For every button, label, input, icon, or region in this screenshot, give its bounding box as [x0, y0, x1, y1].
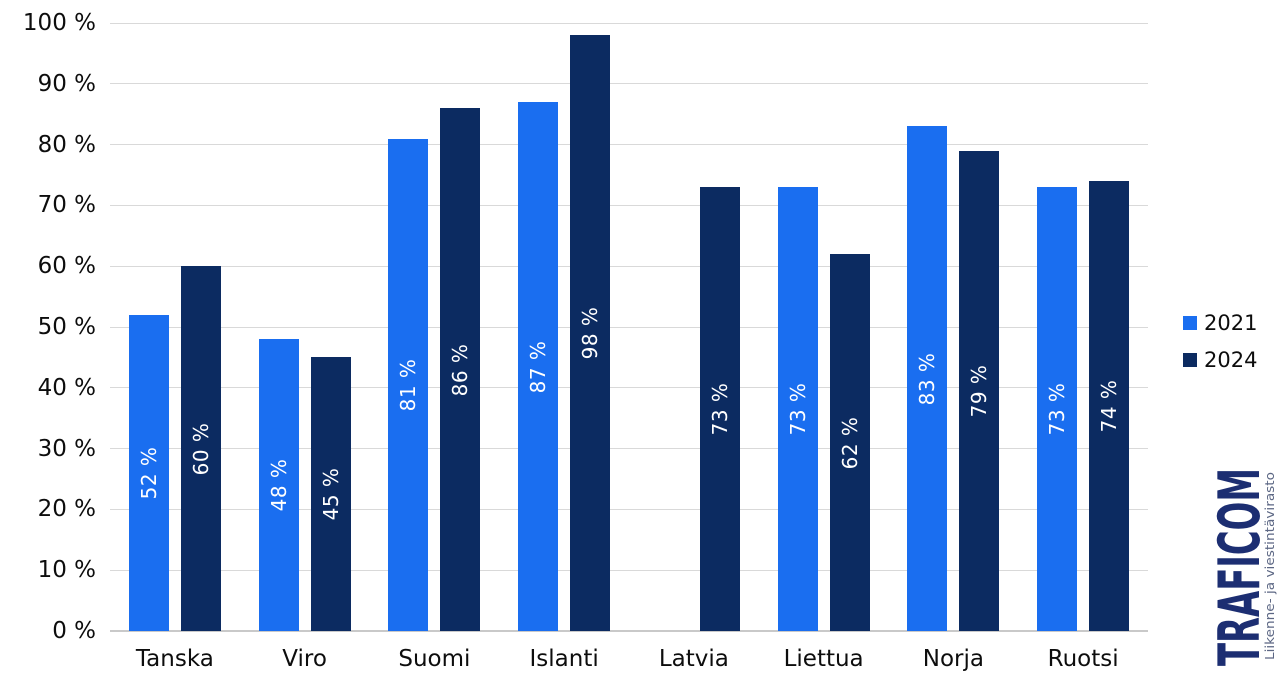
- x-axis-label-latvia: Latvia: [658, 646, 729, 672]
- bar-tanska-2024: [180, 266, 221, 631]
- x-axis-label-islanti: Islanti: [529, 646, 599, 672]
- gridline: [110, 326, 1148, 328]
- bar-value-label: 83 %: [915, 352, 940, 405]
- y-axis-tick-label: 30 %: [37, 435, 96, 462]
- x-axis-label-liettua: Liettua: [783, 646, 864, 672]
- gridline: [110, 387, 1148, 389]
- x-axis-label-norja: Norja: [922, 646, 984, 672]
- y-axis-tick-label: 60 %: [37, 253, 96, 280]
- bar-norja-2021: [907, 126, 948, 631]
- y-axis-tick-label: 0 %: [52, 618, 96, 644]
- bar-value-label: 79 %: [967, 364, 992, 418]
- gridline: [110, 569, 1148, 571]
- bar-value-label: 81 %: [396, 358, 421, 412]
- y-axis-tick-label: 100 %: [22, 10, 96, 36]
- legend-swatch-icon: [1183, 316, 1197, 330]
- bar-value-label: 73 %: [785, 382, 810, 436]
- bar-tanska-2021: [128, 315, 169, 631]
- bar-value-label: 52 %: [136, 446, 161, 500]
- bar-value-label: 73 %: [1045, 382, 1070, 436]
- bar-value-label: 45 %: [318, 467, 343, 521]
- bar-value-label: 98 %: [578, 306, 603, 360]
- bar-suomi-2024: [440, 108, 481, 631]
- traficom-logo: TRAFICOM Liikenne- ja viestintävirasto: [1207, 468, 1277, 666]
- bar-value-label: 60 %: [188, 422, 213, 475]
- bar-value-label: 62 %: [837, 416, 862, 469]
- gridline: [110, 204, 1148, 206]
- bar-liettua-2024: [829, 254, 870, 631]
- gridline: [110, 448, 1148, 450]
- y-axis-tick-label: 80 %: [37, 131, 96, 158]
- traficom-tagline: Liikenne- ja viestintävirasto: [1262, 472, 1277, 660]
- gridline: [110, 22, 1148, 24]
- gridline: [110, 508, 1148, 510]
- legend-item-2024: 2024: [1183, 348, 1257, 372]
- legend-swatch-icon: [1183, 353, 1197, 367]
- y-axis-tick-label: 90 %: [37, 70, 96, 97]
- bar-latvia-2024: [699, 187, 740, 631]
- bar-ruotsi-2021: [1037, 187, 1078, 631]
- x-axis-label-ruotsi: Ruotsi: [1047, 646, 1119, 672]
- bar-islanti-2021: [518, 102, 559, 631]
- gridline: [110, 265, 1148, 267]
- bar-value-label: 74 %: [1097, 379, 1122, 433]
- bar-ruotsi-2024: [1089, 181, 1130, 631]
- legend-label: 2021: [1204, 311, 1258, 335]
- x-axis-line: [110, 630, 1148, 632]
- bar-value-label: 48 %: [266, 458, 291, 512]
- y-axis-tick-label: 20 %: [37, 496, 96, 523]
- y-axis-tick-label: 70 %: [37, 192, 96, 219]
- bar-viro-2021: [258, 339, 299, 631]
- x-axis-label-suomi: Suomi: [398, 646, 471, 672]
- legend-label: 2024: [1204, 348, 1258, 372]
- bar-liettua-2021: [777, 187, 818, 631]
- traficom-wordmark: TRAFICOM: [1207, 468, 1273, 666]
- bar-norja-2024: [959, 151, 1000, 631]
- bar-viro-2024: [310, 357, 351, 631]
- bar-islanti-2024: [570, 35, 611, 631]
- bar-value-label: 87 %: [526, 340, 551, 393]
- legend-item-2021: 2021: [1183, 311, 1257, 335]
- y-axis-tick-label: 10 %: [37, 557, 96, 584]
- x-axis-label-viro: Viro: [282, 646, 327, 672]
- bar-value-label: 86 %: [448, 343, 473, 396]
- y-axis-tick-label: 40 %: [37, 374, 96, 401]
- gridline: [110, 144, 1148, 146]
- x-axis-label-tanska: Tanska: [135, 646, 214, 672]
- y-axis-tick-label: 50 %: [37, 314, 96, 340]
- bar-suomi-2021: [388, 139, 429, 631]
- gridline: [110, 83, 1148, 85]
- chart-legend: 2021 2024: [1183, 311, 1257, 385]
- bar-value-label: 73 %: [707, 382, 732, 436]
